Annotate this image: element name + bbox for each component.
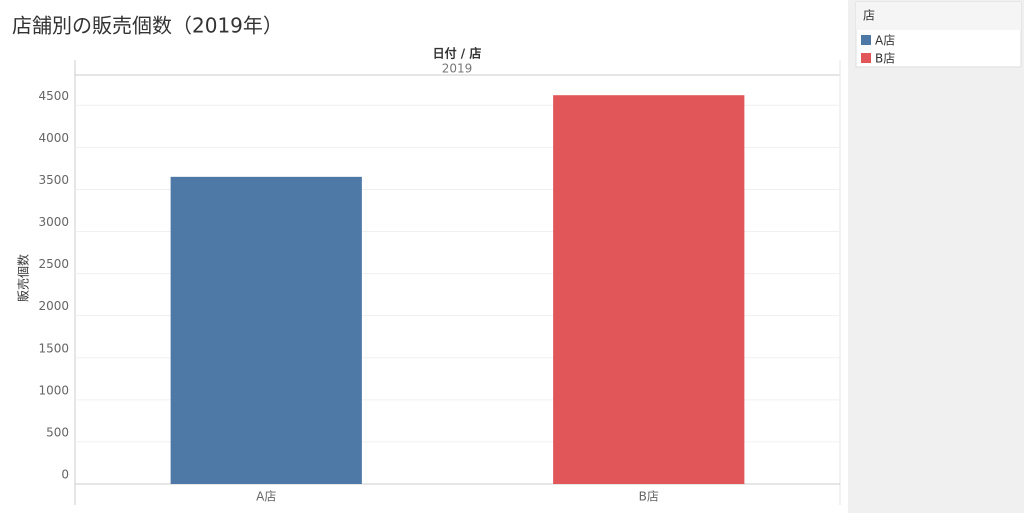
legend-title: 店 [863,9,875,23]
side-pane [848,0,1024,513]
legend-label: A店 [875,34,895,48]
legend-swatch [861,35,871,45]
column-field: 日付 / 店 [433,46,482,61]
y-tick-label: 4500 [38,89,69,103]
x-tick-label: B店 [639,490,659,504]
y-tick-label: 3500 [38,173,69,187]
y-tick-label: 2500 [38,257,69,271]
legend-swatch [861,53,871,63]
legend-header [856,2,1021,30]
column-value: 2019 [442,62,473,76]
y-tick-label: 500 [46,425,69,439]
y-tick-label: 1000 [38,383,69,397]
y-axis-title: 販売個数 [16,254,31,302]
y-tick-label: 2000 [38,299,69,313]
y-tick-label: 3000 [38,215,69,229]
x-tick-label: A店 [256,490,276,504]
legend-label: B店 [875,52,895,66]
chart-title: 店舗別の販売個数（2019年） [12,14,283,38]
bar [170,176,362,484]
y-tick-label: 4000 [38,131,69,145]
bar [553,95,745,484]
y-tick-label: 1500 [38,341,69,355]
y-tick-label: 0 [61,468,69,482]
